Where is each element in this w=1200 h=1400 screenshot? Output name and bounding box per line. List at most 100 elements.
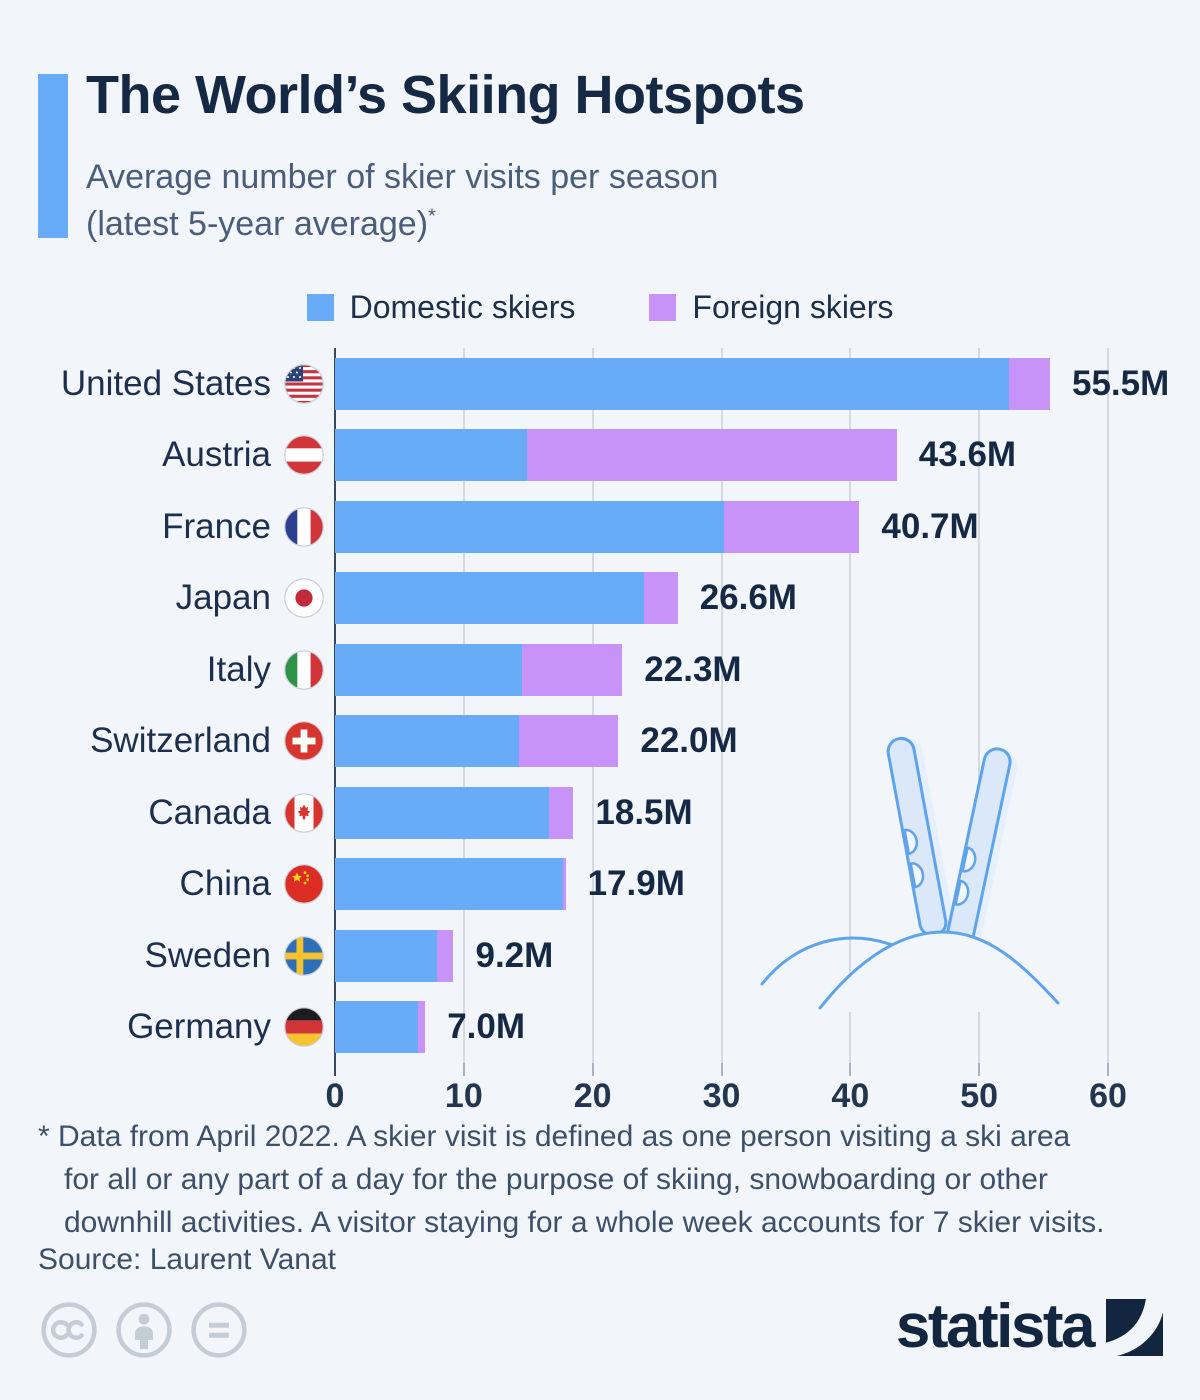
country-label: Canada: [148, 792, 271, 832]
value-label: 17.9M: [587, 864, 685, 904]
grid-line: [849, 348, 852, 1063]
accent-bar: [38, 74, 68, 238]
axis-zero-line: [334, 348, 336, 1063]
grid-line: [591, 348, 594, 1063]
statista-logo: statista: [896, 1296, 1163, 1358]
sweden-flag-icon: [284, 935, 324, 976]
value-label: 18.5M: [595, 792, 693, 832]
country-label-cell: China: [0, 864, 335, 905]
foreign-bar-segment: [436, 929, 454, 982]
statista-logo-mark: [1106, 1298, 1163, 1356]
cc-icon: [41, 1302, 97, 1358]
statista-wordmark: statista: [895, 1292, 1096, 1361]
footnote: * Data from April 2022. A skier visit is…: [38, 1116, 1104, 1245]
snow-mound-left: [760, 936, 902, 986]
country-label: Germany: [127, 1007, 271, 1047]
attribution-icon: [116, 1302, 172, 1358]
axis-tick: [1107, 1063, 1109, 1076]
table-row: Italy 22.3M: [0, 634, 1200, 706]
foreign-bar-segment: [417, 1001, 426, 1054]
country-label-cell: Japan: [0, 578, 335, 619]
china-flag-icon: [284, 864, 324, 905]
stacked-bar: 40.7M: [335, 500, 979, 553]
switzerland-flag-icon: [284, 721, 324, 762]
stacked-bar: 26.6M: [335, 572, 797, 625]
country-label-cell: Germany: [0, 1007, 335, 1048]
canada-flag-icon: [284, 792, 324, 833]
source-line: Source: Laurent Vanat: [38, 1243, 336, 1276]
table-row: Germany 7.0M: [0, 992, 1200, 1064]
axis-tick-label: 0: [325, 1077, 345, 1115]
table-row: Switzerland 22.0M: [0, 706, 1200, 778]
foreign-bar-segment: [563, 858, 566, 911]
foreign-bar-segment: [519, 715, 619, 768]
grid-line: [1107, 348, 1109, 1063]
country-label: Sweden: [144, 935, 271, 975]
footnote-line: * Data from April 2022. A skier visit is…: [38, 1120, 1071, 1153]
domestic-bar-segment: [335, 429, 527, 482]
plot-grid: 0 10 20 30 40 50 60: [326, 348, 1127, 1115]
country-label-cell: Austria: [0, 435, 335, 476]
domestic-bar-segment: [335, 715, 520, 768]
foreign-bar-segment: [644, 572, 678, 625]
stacked-bar: 22.3M: [335, 643, 742, 696]
value-label: 40.7M: [881, 506, 979, 546]
country-label: France: [162, 506, 271, 546]
italy-flag-icon: [284, 649, 324, 690]
grid-line: [462, 348, 465, 1063]
domestic-bar-segment: [335, 929, 437, 982]
equals-icon: [191, 1302, 247, 1358]
country-label-cell: Switzerland: [0, 721, 335, 762]
domestic-bar-segment: [335, 858, 563, 911]
foreign-bar-segment: [527, 429, 897, 482]
country-label: Austria: [162, 435, 271, 475]
country-label-cell: Italy: [0, 650, 335, 690]
france-flag-icon: [284, 506, 324, 547]
axis-tick-label: 60: [1089, 1077, 1127, 1115]
value-label: 9.2M: [475, 935, 554, 975]
axis-tick-label: 40: [831, 1077, 870, 1115]
snow-mound-fill: [820, 932, 1058, 1012]
foreign-swatch: [649, 294, 677, 321]
country-label-cell: United States: [0, 364, 335, 404]
footnote-line: downhill activities. A visitor staying f…: [64, 1205, 1105, 1239]
license-icons: [40, 1301, 248, 1359]
table-row: United States 55.5M: [0, 348, 1200, 420]
domestic-bar-segment: [335, 572, 645, 625]
subtitle: Average number of skier visits per seaso…: [86, 154, 718, 248]
value-label: 7.0M: [447, 1007, 525, 1047]
axis-tick: [849, 1063, 852, 1076]
foreign-bar-segment: [724, 500, 860, 553]
value-label: 22.3M: [644, 649, 742, 689]
domestic-bar-segment: [335, 1001, 418, 1054]
table-row: Japan 26.6M: [0, 563, 1200, 635]
stacked-bar: 18.5M: [335, 786, 693, 839]
axis-tick-label: 20: [573, 1077, 612, 1115]
subtitle-line1: Average number of skier visits per seaso…: [86, 158, 719, 196]
axis-tick: [334, 1063, 336, 1076]
value-label: 26.6M: [699, 578, 797, 618]
table-row: Austria 43.6M: [0, 420, 1200, 492]
axis-tick-label: 30: [702, 1077, 741, 1115]
germany-flag-icon: [284, 1007, 324, 1048]
domestic-bar-segment: [335, 500, 725, 553]
subtitle-line2: (latest 5-year average): [86, 204, 429, 243]
domestic-swatch: [306, 294, 334, 321]
foreign-bar-segment: [521, 643, 623, 696]
axis-tick: [978, 1063, 981, 1076]
domestic-bar-segment: [335, 786, 549, 839]
austria-flag-icon: [284, 435, 324, 476]
foreign-bar-segment: [548, 786, 574, 839]
stacked-bar: 22.0M: [335, 715, 738, 768]
skis-in-snow-illustration: [760, 736, 1060, 1012]
country-label-cell: Canada: [0, 793, 335, 833]
table-row: China 17.9M: [0, 849, 1200, 921]
domestic-bar-segment: [335, 643, 522, 696]
country-label: United States: [60, 363, 271, 403]
domestic-bar-segment: [335, 357, 1009, 410]
country-label: Switzerland: [90, 721, 271, 761]
stacked-bar: 17.9M: [335, 858, 685, 911]
grid-line: [720, 348, 723, 1063]
grid-line: [978, 348, 981, 1063]
